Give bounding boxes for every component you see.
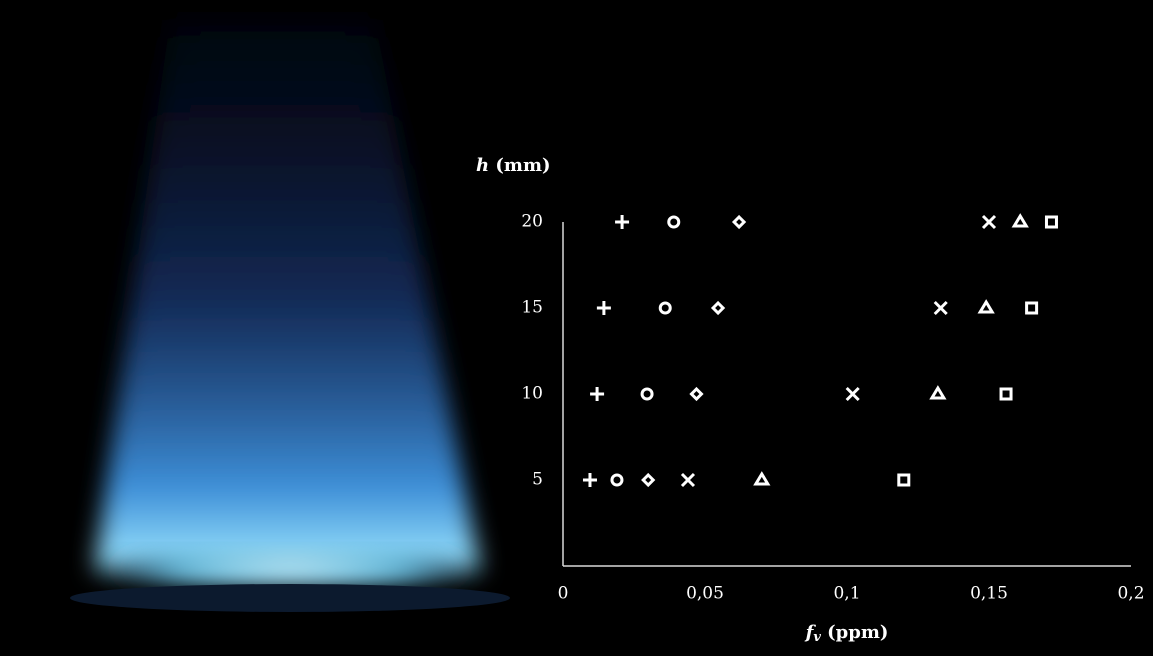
y-tick-label: 5: [532, 470, 543, 490]
x-tick-label: 0: [558, 584, 569, 604]
y-tick-label: 15: [521, 298, 543, 318]
x-tick-label: 0,2: [1117, 584, 1144, 604]
y-tick-label: 10: [521, 384, 543, 404]
x-tick-label: 0,1: [833, 584, 860, 604]
x-tick-label: 0,05: [686, 584, 724, 604]
x-tick-label: 0,15: [970, 584, 1008, 604]
y-tick-label: 20: [521, 212, 543, 232]
y-axis-label: h (mm): [476, 155, 551, 176]
chart: h (mm) fv (ppm) 00,050,10,150,25101520: [0, 0, 1153, 656]
